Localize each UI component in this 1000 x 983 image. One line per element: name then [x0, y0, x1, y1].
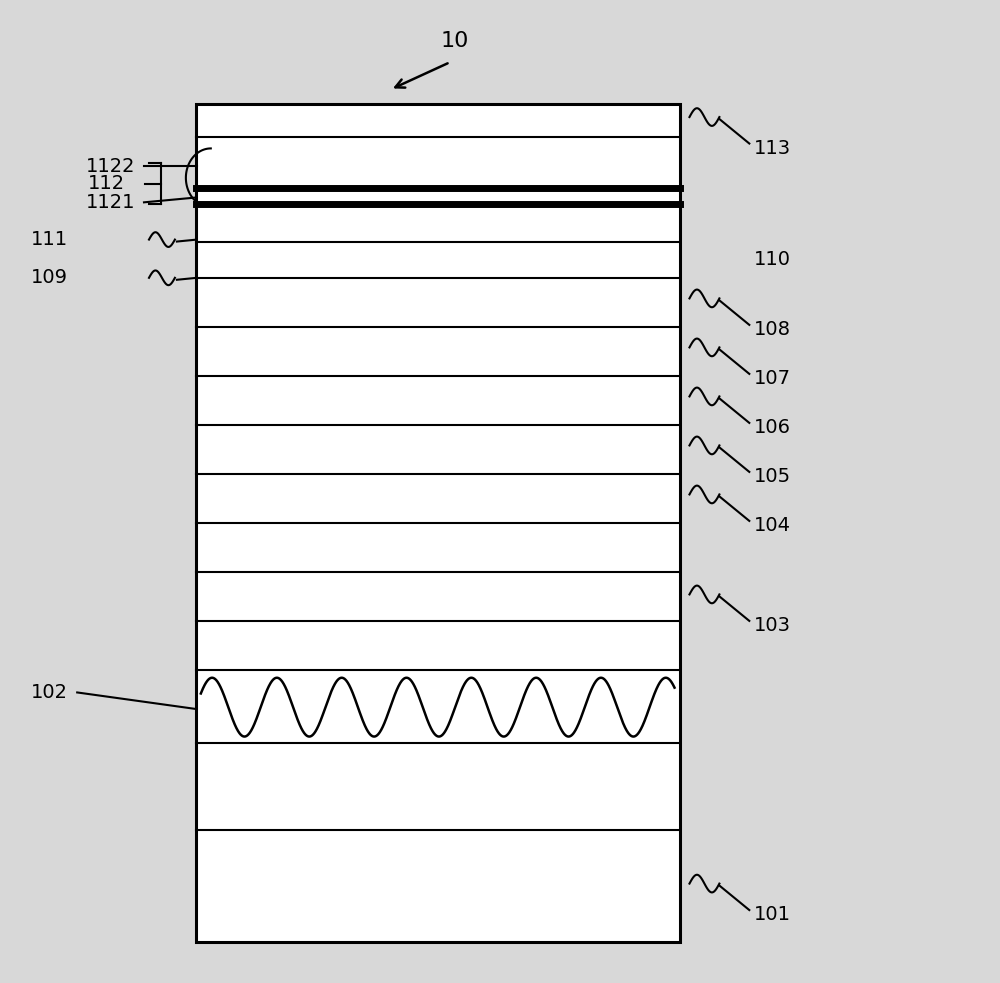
Text: 113: 113: [754, 139, 791, 158]
Text: 1121: 1121: [86, 193, 136, 211]
Text: 10: 10: [441, 30, 469, 50]
Text: 110: 110: [754, 250, 791, 268]
Bar: [196, 104, 680, 943]
Text: 106: 106: [754, 419, 791, 437]
Text: 1122: 1122: [86, 156, 136, 176]
Text: 105: 105: [754, 467, 791, 487]
Text: 108: 108: [754, 320, 791, 339]
Text: 111: 111: [31, 230, 68, 249]
Text: 109: 109: [31, 268, 68, 287]
Text: 104: 104: [754, 516, 791, 536]
Text: 103: 103: [754, 616, 791, 635]
Text: 112: 112: [88, 174, 125, 194]
Text: 107: 107: [754, 370, 791, 388]
Text: 102: 102: [31, 683, 68, 702]
Text: 101: 101: [754, 905, 791, 924]
